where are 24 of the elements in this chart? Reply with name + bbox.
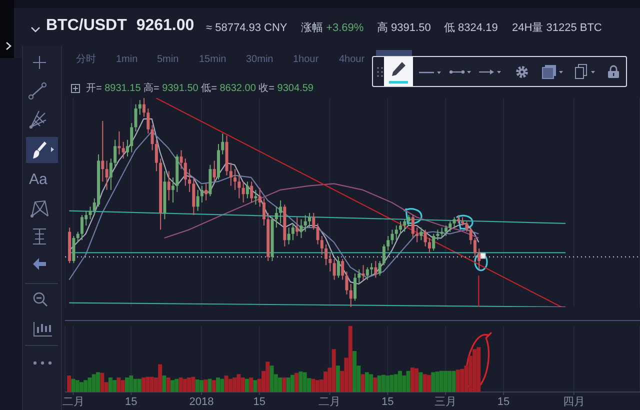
x-tick-label: 15 (125, 396, 138, 408)
text: 24H量 31225 BTC (512, 22, 602, 34)
text: 高 9391.50 (377, 22, 431, 34)
x-tick-label: 2018 (189, 396, 214, 408)
text: 15min (199, 54, 226, 65)
x-tick-label: 15 (382, 396, 394, 408)
x-tick-label: 二月 (318, 396, 341, 408)
chart-title: BTC/USDT 9261.00 (46, 17, 194, 34)
text: 4hour (339, 54, 365, 65)
text: Aa (29, 171, 48, 188)
x-tick-label: 四月 (562, 396, 585, 408)
text: 30min (246, 54, 274, 65)
text: 1hour (293, 54, 319, 65)
x-tick-label: 15 (253, 396, 266, 408)
x-tick-label: 三月 (434, 396, 457, 408)
text: 涨幅 +3.69% (301, 22, 364, 34)
text: 5min (157, 54, 179, 65)
text: 低 8324.19 (444, 22, 498, 34)
text: 1min (116, 54, 138, 65)
text: ≈ 58774.93 CNY (206, 22, 288, 34)
text: 开= 8931.15 高= 9391.50 低= 8632.00 收= 9304.59 (86, 83, 314, 94)
x-tick-label: 二月 (62, 396, 84, 408)
text: 分时 (76, 54, 96, 65)
x-tick-label: 15 (497, 396, 510, 408)
